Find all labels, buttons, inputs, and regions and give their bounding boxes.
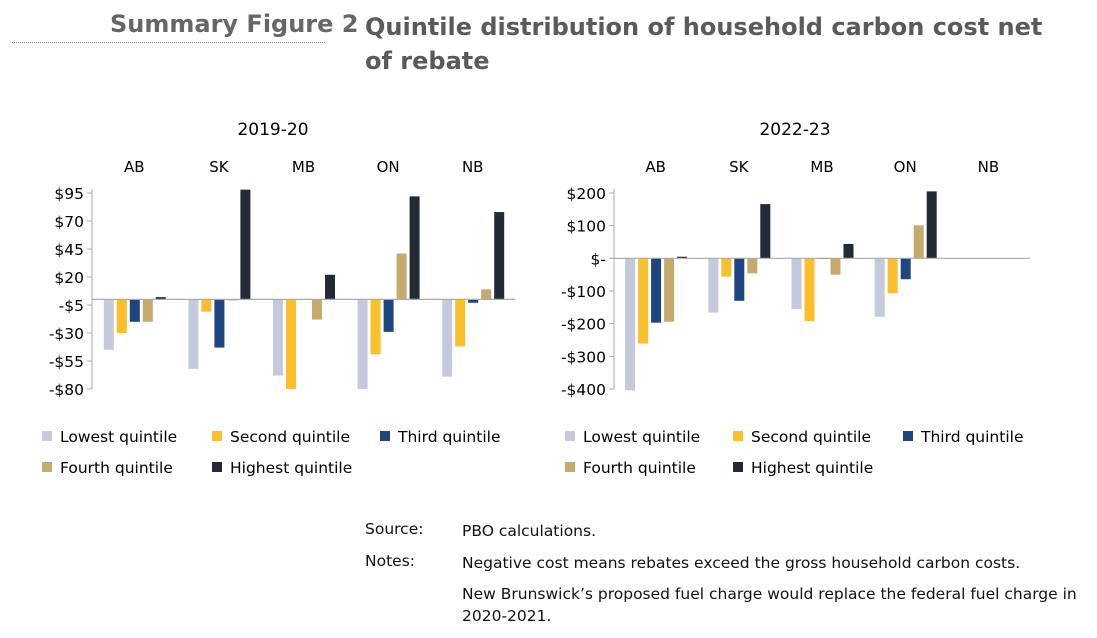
bar-ab-1: [103, 299, 114, 350]
legend-swatch: [903, 431, 913, 441]
legend-label: Second quintile: [230, 428, 350, 446]
bar-ab-5: [677, 256, 688, 259]
bar-mb-2: [286, 299, 296, 389]
y-tick-label: -$300: [561, 348, 606, 366]
bar-sk-3: [214, 299, 225, 348]
bar-ab-4: [664, 258, 675, 322]
bar-on-2: [887, 258, 898, 294]
y-tick-label: $45: [54, 241, 84, 259]
bar-on-5: [409, 196, 420, 300]
bar-ab-1: [625, 258, 636, 391]
y-tick-label: -$400: [561, 381, 606, 399]
note-1: Negative cost means rebates exceed the g…: [462, 554, 1021, 572]
y-tick-label: -$5: [59, 297, 84, 315]
bar-mb-2: [804, 258, 815, 322]
source-label: Source:: [365, 520, 424, 538]
figure-label-divider: [12, 42, 325, 43]
legend-label: Lowest quintile: [583, 428, 700, 446]
legend-label: Third quintile: [920, 428, 1023, 446]
bar-on-2: [370, 299, 381, 355]
bar-ab-3: [651, 258, 662, 323]
bar-ab-2: [116, 299, 127, 333]
bar-mb-1: [273, 299, 283, 376]
notes-label: Notes:: [365, 552, 415, 570]
legend-label: Highest quintile: [751, 459, 873, 477]
figure-title: Quintile distribution of household carbo…: [365, 13, 1043, 75]
bar-sk-1: [708, 258, 719, 313]
legend-label: Third quintile: [397, 428, 500, 446]
legend-label: Lowest quintile: [60, 428, 177, 446]
bar-mb-4: [312, 299, 322, 320]
legend-swatch: [733, 462, 743, 472]
y-tick-label: -$30: [49, 325, 84, 343]
category-label: ON: [377, 158, 400, 176]
bar-nb-1: [442, 299, 453, 377]
legend-swatch: [733, 431, 743, 441]
y-tick-label: $20: [54, 269, 84, 287]
bar-mb-5: [843, 243, 854, 259]
y-tick-label: -$80: [49, 381, 84, 399]
legend-swatch: [212, 462, 222, 472]
bar-ab-3: [129, 299, 140, 322]
category-label: AB: [124, 158, 145, 176]
y-tick-label: $200: [567, 185, 606, 203]
category-label: SK: [209, 158, 230, 176]
bar-sk-5: [760, 204, 771, 259]
y-tick-label: $70: [54, 213, 84, 231]
legend-swatch: [42, 462, 52, 472]
category-label: MB: [810, 158, 833, 176]
bar-ab-5: [155, 297, 166, 300]
category-label: NB: [462, 158, 484, 176]
legend-label: Second quintile: [751, 428, 871, 446]
bar-sk-1: [188, 299, 199, 369]
bar-on-4: [913, 225, 924, 259]
bar-sk-3: [734, 258, 745, 301]
bar-on-3: [900, 258, 911, 280]
y-tick-label: $95: [54, 185, 84, 203]
bar-mb-4: [830, 258, 841, 275]
bar-mb-5: [325, 274, 335, 300]
bar-nb-2: [455, 299, 466, 347]
figure-label: Summary Figure 2: [110, 10, 359, 38]
bar-ab-4: [142, 299, 153, 322]
bar-ab-2: [638, 258, 649, 344]
y-tick-label: -$100: [561, 283, 606, 301]
legend-swatch: [42, 431, 52, 441]
category-label: NB: [978, 158, 1000, 176]
bar-nb-3: [468, 299, 479, 303]
legend-label: Fourth quintile: [583, 459, 696, 477]
legend-swatch: [565, 431, 575, 441]
legend-swatch: [212, 431, 222, 441]
bar-sk-2: [721, 258, 732, 277]
y-tick-label: $100: [567, 218, 606, 236]
legend-swatch: [380, 431, 390, 441]
legend-label: Highest quintile: [230, 459, 352, 477]
bar-nb-5: [494, 212, 505, 300]
category-label: SK: [729, 158, 750, 176]
bar-mb-1: [791, 258, 802, 309]
note-2: New Brunswick’s proposed fuel charge wou…: [462, 585, 1077, 625]
bar-nb-4: [481, 289, 492, 300]
bar-sk-2: [201, 299, 212, 312]
y-tick-label: -$55: [49, 353, 84, 371]
category-label: AB: [645, 158, 666, 176]
y-tick-label: -$200: [561, 316, 606, 334]
category-label: ON: [894, 158, 917, 176]
bar-on-4: [396, 253, 407, 300]
y-tick-label: $-: [591, 250, 606, 268]
legend-swatch: [565, 462, 575, 472]
bar-on-1: [874, 258, 885, 317]
bar-sk-4: [747, 258, 758, 274]
category-label: MB: [292, 158, 315, 176]
bar-on-3: [383, 299, 394, 332]
source-text: PBO calculations.: [462, 522, 597, 540]
chart-title: 2022-23: [759, 120, 830, 140]
bar-sk-5: [240, 189, 251, 300]
bar-on-1: [357, 299, 368, 389]
chart-title: 2019-20: [237, 120, 308, 140]
bar-on-5: [926, 191, 937, 259]
legend-label: Fourth quintile: [60, 459, 173, 477]
